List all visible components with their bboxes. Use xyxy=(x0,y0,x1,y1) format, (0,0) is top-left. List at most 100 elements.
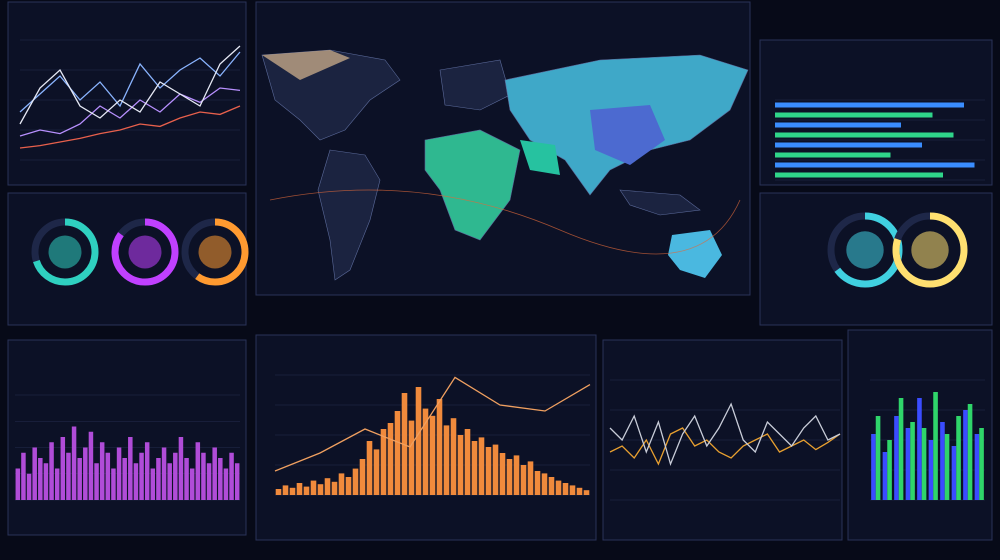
bar xyxy=(60,437,66,500)
bar xyxy=(229,452,234,500)
bar xyxy=(910,422,915,500)
bar xyxy=(457,435,464,495)
bar xyxy=(128,437,133,500)
bar xyxy=(905,428,911,500)
bar xyxy=(275,489,282,495)
line xyxy=(19,45,241,125)
bar xyxy=(436,399,443,495)
bar xyxy=(471,441,478,495)
gauge-core xyxy=(911,231,949,269)
bar xyxy=(513,455,520,495)
bar xyxy=(43,463,49,500)
bar xyxy=(289,487,296,495)
line xyxy=(19,105,241,149)
bar xyxy=(429,415,436,495)
bar xyxy=(21,452,26,500)
continent xyxy=(668,230,722,278)
bar xyxy=(583,490,590,495)
bar xyxy=(54,468,60,500)
bar xyxy=(401,393,408,495)
bar xyxy=(71,426,77,500)
bar xyxy=(887,440,892,500)
bar xyxy=(775,152,891,158)
region xyxy=(262,50,350,80)
bar xyxy=(32,447,37,500)
gauge-arc xyxy=(31,218,99,286)
bar xyxy=(569,485,576,495)
bar xyxy=(218,458,223,500)
bar xyxy=(562,483,569,495)
bar xyxy=(548,477,555,495)
bar xyxy=(66,452,71,500)
bar xyxy=(380,429,387,495)
bar xyxy=(150,468,156,500)
gauge-arc xyxy=(892,212,968,288)
bar xyxy=(206,463,212,500)
bar xyxy=(520,465,527,495)
bar xyxy=(871,434,876,500)
bar xyxy=(921,428,927,500)
bar xyxy=(234,463,240,500)
bar xyxy=(775,132,954,138)
continent xyxy=(619,189,701,216)
region xyxy=(590,105,665,165)
bar xyxy=(492,444,499,495)
line xyxy=(19,51,241,113)
region xyxy=(520,140,560,175)
bar xyxy=(178,437,184,500)
line xyxy=(274,376,591,472)
bar xyxy=(967,404,973,500)
bar xyxy=(944,434,950,500)
bar xyxy=(979,428,984,500)
bar xyxy=(775,172,943,178)
bar xyxy=(111,468,116,500)
gauge-core xyxy=(128,235,162,269)
bar xyxy=(450,418,457,495)
continent xyxy=(317,149,381,281)
bar xyxy=(317,484,324,495)
bar xyxy=(26,473,32,500)
bar xyxy=(928,440,934,500)
bar xyxy=(956,416,961,500)
bar xyxy=(387,423,394,495)
bar xyxy=(394,411,401,495)
bar xyxy=(940,422,945,500)
bar xyxy=(324,478,331,495)
bar xyxy=(534,471,541,495)
bar xyxy=(156,458,161,500)
bar xyxy=(144,442,150,500)
bar xyxy=(775,122,901,128)
bar xyxy=(464,429,471,495)
bar xyxy=(345,477,352,495)
bar xyxy=(485,447,492,495)
gauge-arc xyxy=(111,218,179,286)
gauge-core xyxy=(48,235,82,269)
bar xyxy=(161,447,167,500)
bar xyxy=(38,458,43,500)
bar xyxy=(122,458,127,500)
gauge-arc xyxy=(181,218,249,286)
gauge-core xyxy=(846,231,884,269)
bar xyxy=(775,112,933,118)
bar xyxy=(310,480,317,495)
bar xyxy=(875,416,881,500)
bar xyxy=(49,442,54,500)
bar xyxy=(898,398,904,500)
bar xyxy=(933,392,938,500)
bar xyxy=(576,487,583,495)
bar xyxy=(223,468,229,500)
bar xyxy=(443,425,450,495)
gauge-core xyxy=(198,235,232,269)
bar xyxy=(506,459,513,495)
bar xyxy=(212,447,217,500)
bar xyxy=(951,446,957,500)
bar xyxy=(359,459,366,495)
bar xyxy=(88,431,94,500)
bar xyxy=(282,485,289,495)
bar xyxy=(77,458,82,500)
bar xyxy=(478,437,485,495)
bar xyxy=(775,162,975,168)
bar xyxy=(139,452,144,500)
panel xyxy=(7,1,247,186)
